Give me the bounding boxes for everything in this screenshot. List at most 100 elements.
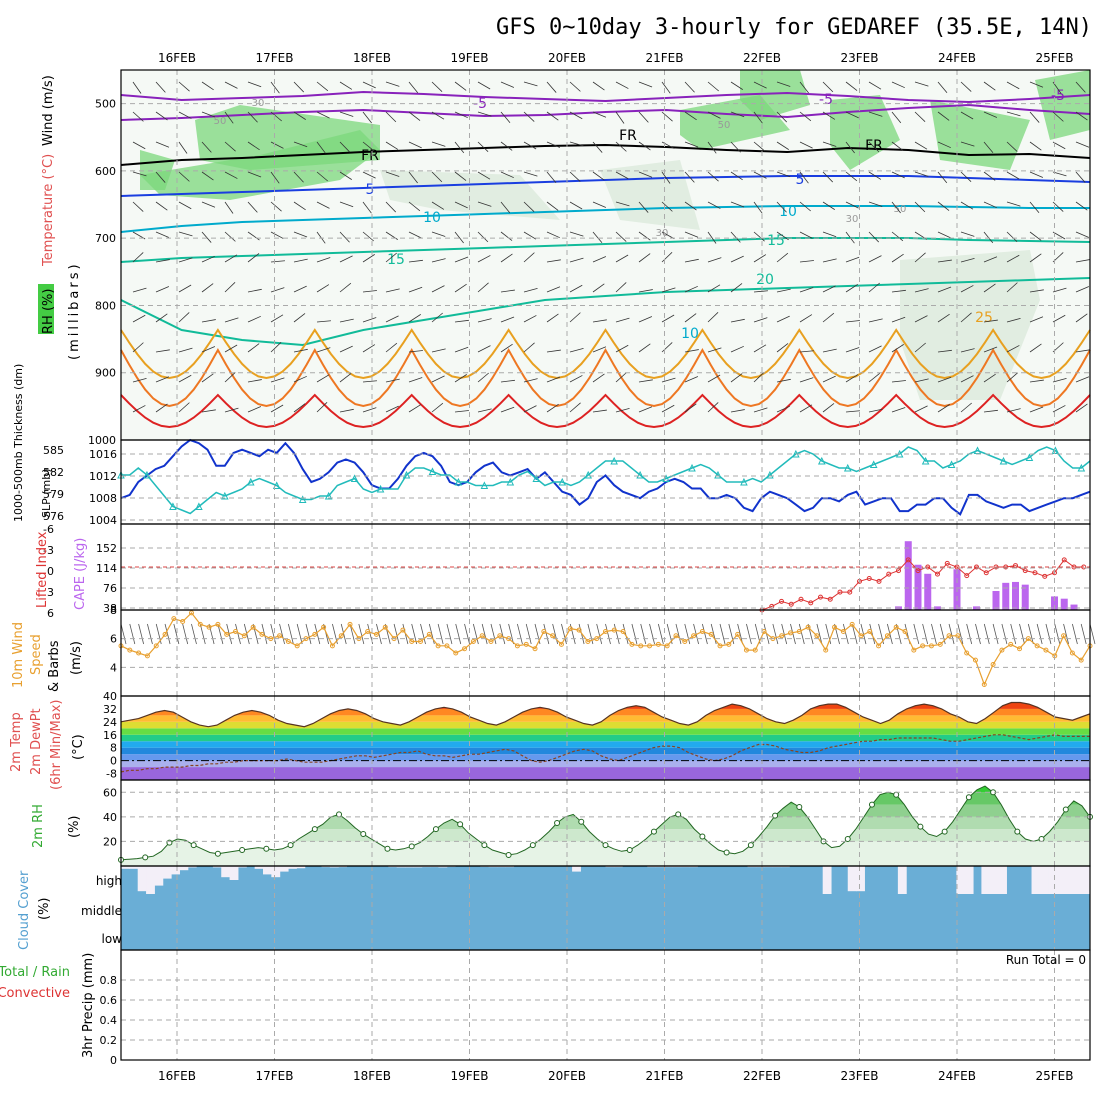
wind-barb	[822, 231, 837, 238]
wind-speed-point	[840, 629, 846, 634]
wind-barb	[431, 258, 446, 263]
wind-speed-point	[215, 621, 221, 627]
wind-barb-10m	[948, 623, 955, 645]
lifted-index-point	[798, 596, 804, 602]
wind-barb	[891, 81, 905, 89]
wind-barb-10m	[120, 623, 127, 645]
wind-barb	[339, 345, 353, 353]
wind-speed-point	[479, 633, 485, 639]
wind-barb	[178, 312, 190, 323]
wind-barb	[960, 402, 972, 413]
cloud-high-gap	[405, 866, 414, 868]
wind-barb	[1029, 343, 1042, 353]
wind-barb	[937, 111, 950, 121]
wind-barb	[799, 141, 813, 149]
temp-band	[121, 767, 1090, 780]
wind-barb	[316, 171, 328, 182]
slp-tick-label: 1012	[89, 470, 117, 483]
rh-band	[121, 816, 1090, 830]
wind-barb-10m	[393, 623, 400, 645]
wind-barb	[891, 111, 902, 124]
wind-speed-point	[338, 633, 344, 639]
wind-barb	[385, 288, 400, 293]
wind-speed-point	[972, 657, 978, 663]
lifted-index-point	[905, 557, 911, 563]
precip-axis-units: 3hr Precip (mm)	[81, 953, 96, 1058]
rh-point	[772, 812, 779, 819]
wind-barb	[454, 111, 468, 119]
wind-barb	[247, 253, 260, 263]
wind-barb	[661, 111, 673, 122]
temp-band	[121, 741, 1090, 748]
slp-axis-titles: 1000-500mb Thickness (dm) SLP (mb)	[12, 364, 53, 522]
wind-speed-point	[418, 639, 424, 645]
wind-barb	[385, 378, 400, 383]
rh-point	[796, 804, 803, 811]
wind-barb-10m	[525, 623, 532, 645]
wind-barb	[937, 376, 952, 383]
wind-barb	[937, 313, 950, 323]
wind-barb	[868, 255, 882, 263]
slp-tick-label: 1008	[89, 492, 117, 505]
wind-barb	[914, 111, 926, 123]
wind-barb	[960, 111, 974, 120]
rh-tick-label: 20	[103, 835, 117, 848]
wind-barb	[431, 348, 446, 353]
wind-barb-10m	[499, 623, 506, 645]
temp-axis-label: Temperature (°C)	[41, 154, 56, 267]
wind-barb-10m	[1089, 623, 1096, 645]
wind-barb	[224, 111, 234, 124]
wind-barb-10m	[684, 623, 691, 645]
date-label-top: 23FEB	[841, 51, 879, 65]
cape-axis-label: CAPE (J/kg)	[73, 538, 88, 610]
wind-barb-10m	[816, 623, 823, 645]
wind-barb	[132, 111, 144, 122]
rh-point	[432, 826, 439, 833]
wind-barb	[753, 371, 765, 383]
wind-barb	[178, 374, 192, 383]
wind-barb	[408, 171, 418, 184]
wind-barb	[937, 171, 948, 184]
wind-speed-point	[902, 629, 908, 634]
wind-barb	[845, 141, 855, 154]
cloud-high-gap	[1073, 866, 1083, 894]
wind-speed-point	[382, 624, 388, 630]
wind-barb	[523, 201, 535, 213]
rh-band	[121, 804, 1090, 817]
wind-barb	[776, 405, 790, 413]
wind-barb	[431, 375, 445, 383]
wind-barb	[201, 373, 214, 383]
wind-barb	[937, 81, 948, 93]
rh-point	[844, 835, 851, 842]
wind-barb	[983, 141, 994, 153]
date-label-top: 21FEB	[646, 51, 684, 65]
cloud-high-gap	[329, 866, 339, 868]
wind-barb	[1029, 253, 1042, 263]
temp-band	[121, 734, 1090, 742]
pressure-tick-label: 700	[95, 232, 116, 245]
wind-speed-point	[532, 646, 538, 652]
wind-barb	[983, 81, 996, 91]
wind-speed-point	[162, 631, 168, 637]
wind-barb	[454, 283, 467, 293]
wind-barb	[1075, 171, 1086, 183]
wind-speed-point	[567, 626, 573, 632]
wind-speed-point	[664, 643, 670, 649]
wind-barb	[1052, 314, 1066, 323]
wind-barb	[293, 81, 305, 93]
date-label-bottom: 25FEB	[1036, 1069, 1074, 1083]
precip-tick-label: 0.4	[100, 1014, 118, 1027]
wind-barb	[385, 171, 400, 177]
wind-barb	[431, 111, 445, 120]
wind-barb	[431, 402, 444, 413]
lifted-index-point	[974, 564, 979, 570]
wind-barb	[661, 404, 675, 413]
wind-speed-point	[171, 616, 177, 622]
wind-barb	[707, 257, 722, 263]
contour-label: -5	[819, 92, 833, 108]
wind-barb	[684, 349, 699, 353]
precip-axis-label-a: Total / Rain	[0, 965, 70, 980]
wind-speed-point	[884, 633, 890, 639]
wind-barb	[868, 282, 880, 293]
wind-speed-point	[1078, 657, 1084, 663]
